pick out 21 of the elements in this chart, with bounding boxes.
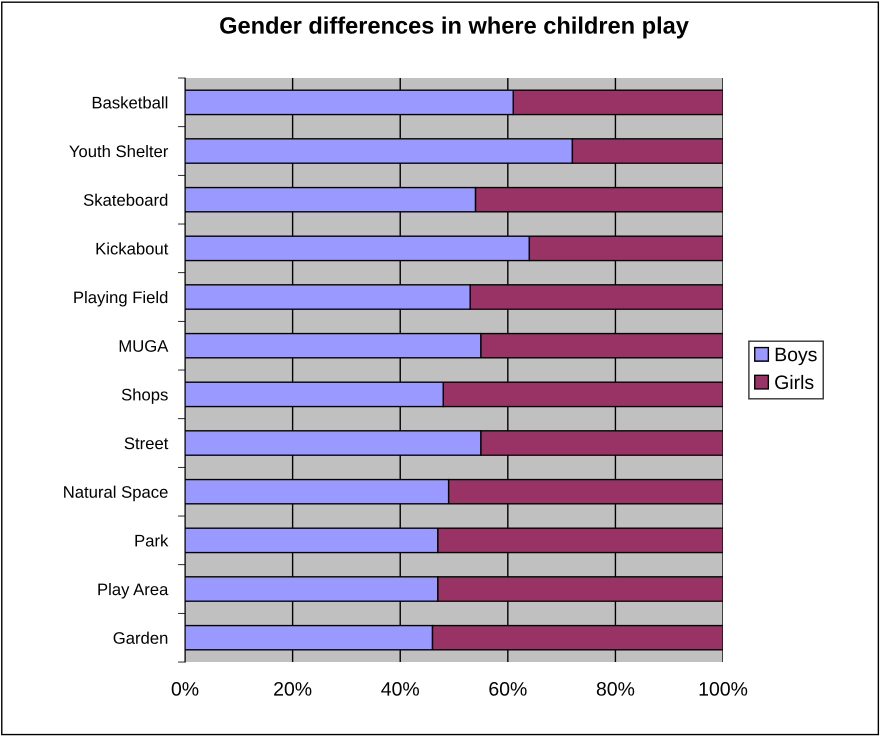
- y-tick-label: MUGA: [120, 340, 168, 352]
- x-tick-label: 0%: [172, 682, 198, 696]
- x-tick-label: 20%: [274, 682, 312, 696]
- y-tick-label: Street: [124, 437, 168, 450]
- y-tick-label: Basketball: [92, 96, 168, 109]
- y-tick-label: Play Area: [98, 582, 168, 599]
- y-tick-label: Playing Field: [74, 290, 168, 307]
- y-tick-label: Youth Shelter: [69, 144, 168, 158]
- y-tick-label: Shops: [122, 388, 168, 404]
- x-tick-label: 60%: [489, 682, 527, 696]
- chart-title: Gender differences in where children play: [220, 16, 689, 38]
- x-tick-label: 80%: [596, 682, 634, 696]
- legend-label: Girls: [775, 374, 814, 390]
- x-tick-label: 100%: [700, 682, 748, 696]
- y-tick-label: Park: [135, 534, 168, 547]
- y-tick-label: Kickabout: [96, 242, 168, 255]
- legend-label: Boys: [776, 348, 817, 366]
- y-tick-label: Natural Space: [64, 486, 168, 502]
- y-tick-label: Garden: [114, 632, 168, 644]
- y-tick-label: Skateboard: [84, 194, 168, 206]
- x-tick-label: 40%: [381, 682, 419, 696]
